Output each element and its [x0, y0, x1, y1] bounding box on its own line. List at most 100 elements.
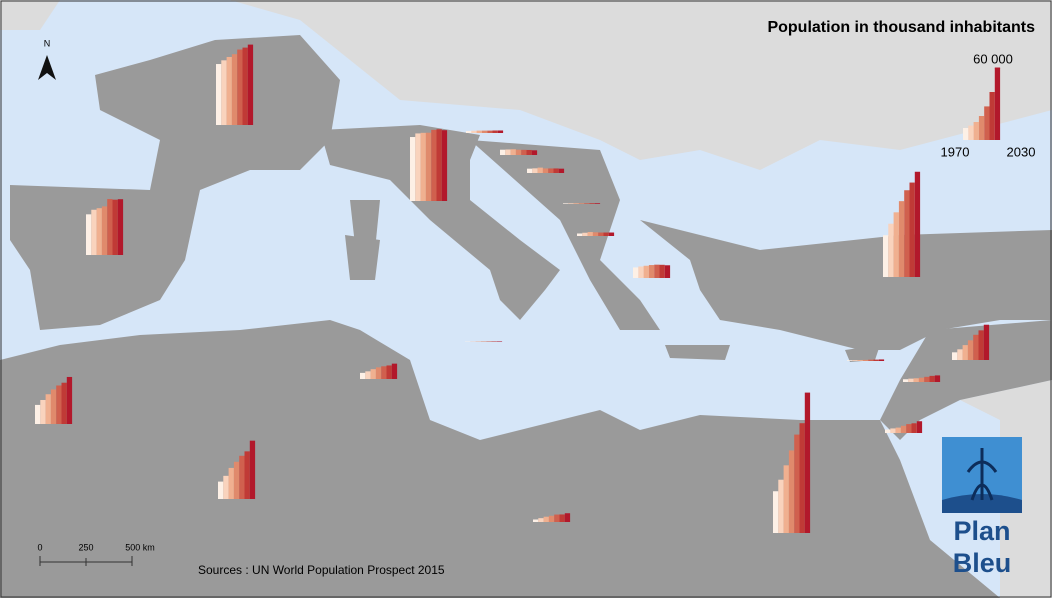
bar	[491, 341, 497, 342]
bar	[559, 514, 565, 522]
bar	[968, 125, 974, 140]
land	[0, 320, 1000, 598]
bar	[526, 149, 532, 155]
bar	[852, 360, 858, 361]
bar	[909, 182, 915, 277]
bar	[436, 129, 442, 201]
bar	[554, 514, 560, 522]
logo-wave	[942, 494, 1022, 513]
bar	[420, 132, 426, 201]
logo-text: Bleu	[953, 548, 1012, 578]
bar	[573, 203, 579, 204]
bar	[983, 324, 990, 360]
bar	[476, 130, 482, 133]
bar	[431, 129, 437, 201]
legend-start: 1970	[941, 144, 970, 159]
bar	[91, 209, 97, 255]
bar	[608, 232, 615, 236]
bar	[638, 266, 644, 278]
legend-end: 2030	[1007, 144, 1036, 159]
bar	[548, 168, 554, 173]
bar	[929, 375, 935, 382]
bar	[117, 199, 124, 255]
bar	[978, 330, 984, 360]
bar	[582, 232, 588, 236]
bar	[481, 130, 488, 133]
bar	[659, 264, 665, 278]
land	[470, 140, 660, 330]
bar	[564, 513, 571, 522]
island	[665, 345, 880, 362]
bar	[381, 366, 387, 379]
bar	[497, 130, 504, 133]
bar	[365, 371, 371, 379]
bar	[242, 47, 248, 125]
bar	[893, 212, 899, 277]
bar	[883, 235, 889, 277]
bar	[527, 168, 533, 173]
bar	[773, 491, 779, 533]
bar	[50, 389, 57, 424]
scale-label: 0	[37, 542, 42, 552]
bar	[231, 54, 238, 126]
bar	[890, 428, 896, 433]
bar	[664, 265, 671, 278]
scale-label: 250	[78, 542, 93, 552]
bar	[548, 515, 555, 522]
bar	[410, 137, 416, 201]
bar	[505, 149, 511, 155]
bar	[537, 167, 543, 173]
bar	[45, 394, 51, 424]
bar	[857, 360, 863, 361]
bar	[967, 340, 974, 360]
bar	[247, 44, 254, 125]
north-arrow	[38, 55, 56, 80]
bar	[112, 199, 118, 255]
bar	[510, 149, 516, 155]
bar	[906, 424, 912, 433]
bar	[223, 475, 229, 499]
bar	[783, 465, 789, 533]
bar	[633, 267, 639, 278]
bar	[216, 64, 222, 125]
bar	[984, 106, 990, 140]
bar	[648, 265, 655, 278]
bar	[542, 168, 549, 173]
bar	[563, 203, 569, 204]
bar	[218, 481, 224, 499]
bar	[654, 264, 660, 278]
bar	[587, 232, 593, 236]
bar	[963, 128, 969, 140]
bar	[233, 461, 240, 499]
bar	[40, 400, 46, 424]
bar	[568, 203, 574, 204]
bar	[533, 519, 539, 522]
bar	[924, 376, 930, 382]
bar	[847, 360, 853, 361]
bar	[558, 168, 565, 173]
bar	[415, 133, 421, 201]
bar	[249, 440, 256, 499]
scale-label: 500 km	[125, 542, 155, 552]
bar	[35, 404, 41, 424]
bar	[885, 429, 891, 433]
bar	[918, 377, 925, 382]
bar	[904, 190, 910, 277]
bar	[375, 367, 382, 379]
bar	[466, 130, 472, 133]
bar	[589, 203, 595, 204]
land	[640, 220, 1052, 350]
bar	[360, 372, 366, 379]
bar	[244, 451, 250, 499]
bar	[989, 92, 995, 140]
bar	[61, 382, 67, 424]
bar	[471, 130, 477, 133]
bar	[895, 427, 901, 433]
bar	[804, 392, 811, 533]
bar	[878, 359, 885, 361]
bar	[237, 49, 243, 125]
bar	[500, 149, 506, 155]
bar	[788, 450, 795, 533]
